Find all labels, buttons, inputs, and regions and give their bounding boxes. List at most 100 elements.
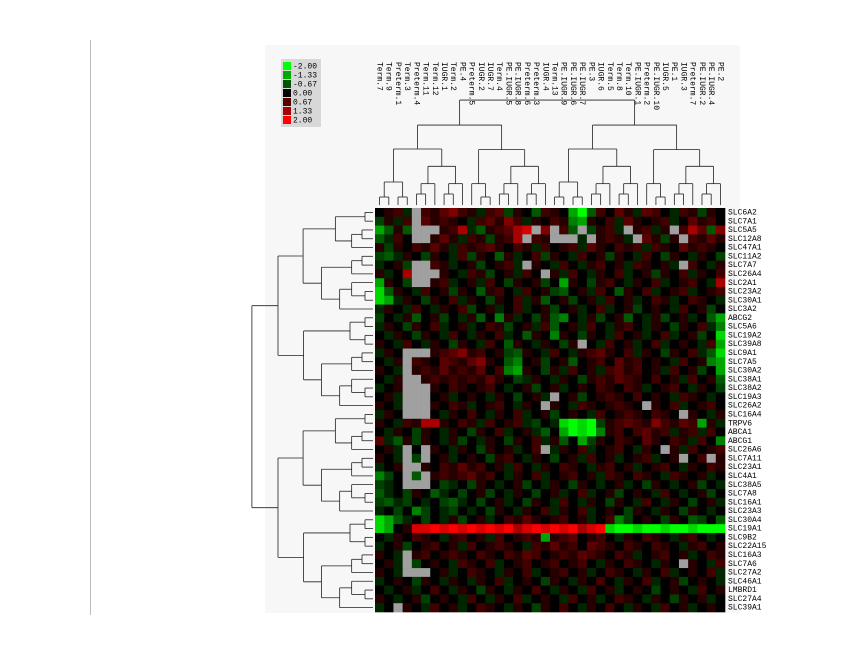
- heat-cell: [642, 392, 652, 402]
- column-label: Term.12: [430, 62, 439, 96]
- heat-cell: [430, 234, 440, 244]
- heat-cell: [531, 497, 542, 507]
- heat-cell: [678, 427, 689, 437]
- heat-cell: [586, 585, 597, 595]
- heat-cell: [715, 339, 726, 349]
- heat-cell: [678, 453, 689, 463]
- heat-cell: [660, 287, 671, 297]
- heat-cell: [448, 225, 459, 235]
- heat-cell: [513, 418, 523, 428]
- heat-cell: [651, 383, 661, 393]
- heat-cell: [614, 550, 624, 560]
- heat-cell: [706, 594, 717, 604]
- heat-cell: [485, 374, 496, 384]
- heat-cell: [393, 532, 403, 543]
- heat-cell: [697, 480, 707, 490]
- heat-cell: [651, 225, 661, 235]
- heat-cell: [467, 436, 477, 446]
- heat-cell: [402, 550, 413, 560]
- heat-cell: [605, 216, 615, 226]
- heat-cell: [669, 489, 680, 499]
- heat-cell: [457, 550, 468, 560]
- heat-cell: [421, 278, 431, 288]
- heat-cell: [706, 295, 717, 305]
- heat-cell: [430, 541, 440, 551]
- heat-cell: [688, 208, 698, 218]
- heat-cell: [384, 515, 394, 525]
- heat-cell: [393, 348, 403, 358]
- heat-cell: [688, 322, 698, 332]
- heat-cell: [430, 330, 440, 341]
- heat-cell: [596, 287, 606, 297]
- heat-cell: [402, 436, 413, 446]
- heat-cell: [614, 445, 624, 455]
- heat-cell: [550, 269, 560, 279]
- heat-cell: [623, 287, 634, 297]
- heat-cell: [577, 418, 588, 428]
- heat-cell: [384, 260, 394, 270]
- heat-cell: [503, 453, 514, 463]
- heat-cell: [715, 480, 726, 490]
- heat-cell: [605, 453, 615, 463]
- heat-cell: [448, 357, 459, 367]
- heat-cell: [642, 585, 652, 595]
- heat-cell: [531, 348, 542, 358]
- heat-cell: [503, 295, 514, 305]
- heat-cell: [457, 234, 468, 244]
- heat-cell: [697, 348, 707, 358]
- heat-cell: [623, 453, 634, 463]
- heat-cell: [706, 374, 717, 384]
- heat-cell: [513, 541, 523, 551]
- heat-cell: [715, 576, 726, 586]
- heat-cell: [623, 243, 634, 253]
- heat-cell: [697, 550, 707, 560]
- heat-cell: [393, 550, 403, 560]
- heat-cell: [568, 374, 578, 384]
- heat-cell: [605, 313, 615, 323]
- heat-cell: [430, 594, 440, 604]
- heat-cell: [448, 480, 459, 490]
- heat-cell: [457, 260, 468, 270]
- heat-cell: [531, 445, 542, 455]
- heat-cell: [457, 524, 468, 534]
- heat-cell: [605, 278, 615, 288]
- heat-cell: [568, 348, 578, 358]
- heat-cell: [439, 471, 449, 481]
- heat-cell: [577, 524, 588, 534]
- heat-cell: [697, 462, 707, 472]
- heat-cell: [457, 559, 468, 569]
- heat-cell: [697, 287, 707, 297]
- heat-cell: [448, 216, 459, 226]
- heat-cell: [384, 339, 394, 349]
- heat-cell: [494, 383, 505, 393]
- heat-cell: [540, 234, 551, 244]
- heat-cell: [421, 225, 431, 235]
- heat-cell: [531, 585, 542, 595]
- heat-cell: [430, 374, 440, 384]
- heat-cell: [596, 278, 606, 288]
- heat-cell: [632, 348, 643, 358]
- heat-cell: [439, 251, 449, 261]
- heat-cell: [485, 445, 496, 455]
- heat-cell: [614, 374, 624, 384]
- heat-cell: [531, 401, 542, 411]
- heat-cell: [577, 427, 588, 437]
- heat-cell: [421, 515, 431, 525]
- heat-cell: [678, 401, 689, 411]
- heat-cell: [660, 208, 671, 218]
- heat-cell: [614, 234, 624, 244]
- heat-cell: [467, 418, 477, 428]
- heat-cell: [430, 348, 440, 358]
- heat-cell: [678, 208, 689, 218]
- heat-cell: [485, 348, 496, 358]
- heat-cell: [476, 410, 486, 420]
- heat-cell: [706, 436, 717, 446]
- heat-cell: [697, 585, 707, 595]
- heat-cell: [375, 295, 385, 305]
- row-label: SLC12A8: [728, 235, 762, 244]
- heat-cell: [375, 278, 385, 288]
- row-label: SLC38A2: [728, 384, 762, 393]
- heat-cell: [393, 234, 403, 244]
- heat-cell: [550, 427, 560, 437]
